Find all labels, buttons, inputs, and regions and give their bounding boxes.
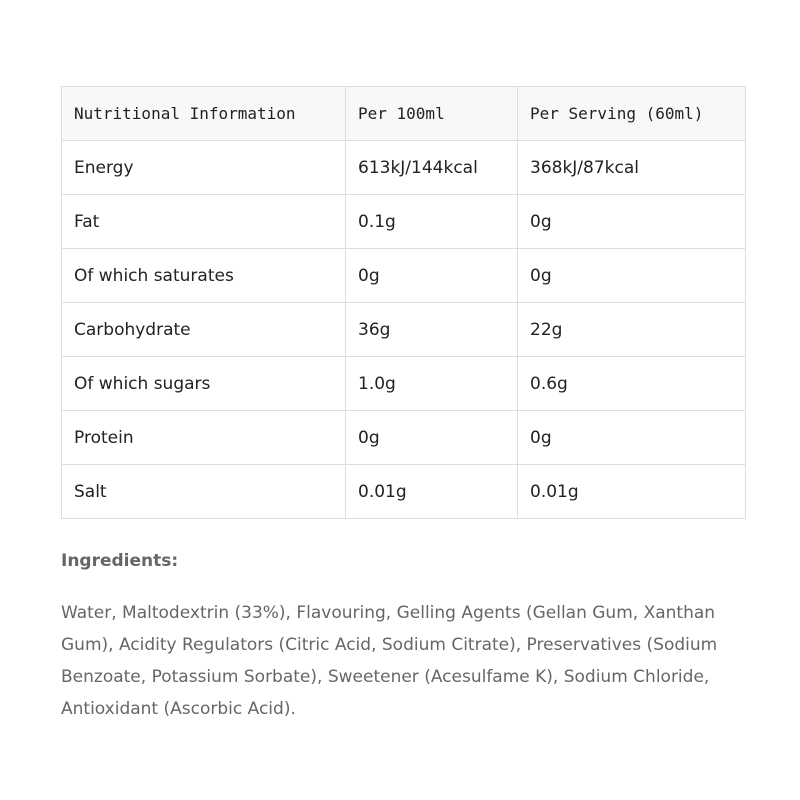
table-cell: 368kJ/87kcal xyxy=(517,140,746,195)
table-cell: 36g xyxy=(345,302,518,357)
table-cell: 0.01g xyxy=(517,464,746,519)
table-cell: 0g xyxy=(517,194,746,249)
table-row: Energy 613kJ/144kcal 368kJ/87kcal xyxy=(61,140,746,195)
table-cell: Energy xyxy=(61,140,346,195)
nutrition-table: Nutritional Information Per 100ml Per Serv… xyxy=(61,86,746,519)
table-row: Fat 0.1g 0g xyxy=(61,194,746,249)
table-cell: 22g xyxy=(517,302,746,357)
table-body: Energy 613kJ/144kcal 368kJ/87kcal Fat 0.1g 0g… xyxy=(61,140,746,519)
table-row: Protein 0g 0g xyxy=(61,410,746,465)
header-cell: Nutritional Information xyxy=(61,86,346,141)
table-cell: Protein xyxy=(61,410,346,465)
ingredients-text: Water, Maltodextrin (33%), Flavouring, G… xyxy=(61,603,718,719)
table-row: Of which sugars 1.0g 0.6g xyxy=(61,356,746,411)
header-cell: Per 100ml xyxy=(345,86,518,141)
header-cell: Per Serving (60ml) xyxy=(517,86,746,141)
table-cell: Fat xyxy=(61,194,346,249)
table-row: Of which saturates 0g 0g xyxy=(61,248,746,303)
table-cell: Carbohydrate xyxy=(61,302,346,357)
table-cell: 613kJ/144kcal xyxy=(345,140,518,195)
table-cell: 0.1g xyxy=(345,194,518,249)
table-cell: 0g xyxy=(517,410,746,465)
table-row: Salt 0.01g 0.01g xyxy=(61,464,746,519)
content: Nutritional Information Per 100ml Per Serv… xyxy=(61,86,746,725)
table-cell: Of which sugars xyxy=(61,356,346,411)
table-cell: 0.6g xyxy=(517,356,746,411)
table-row: Carbohydrate 36g 22g xyxy=(61,302,746,357)
ingredients-title: Ingredients: xyxy=(61,551,179,571)
table-cell: 0.01g xyxy=(345,464,518,519)
table-cell: 1.0g xyxy=(345,356,518,411)
table-cell: Salt xyxy=(61,464,346,519)
table-cell: 0g xyxy=(345,410,518,465)
table-cell: 0g xyxy=(517,248,746,303)
table-cell: 0g xyxy=(345,248,518,303)
table-cell: Of which saturates xyxy=(61,248,346,303)
header-row: Nutritional Information Per 100ml Per Serv… xyxy=(61,86,746,141)
